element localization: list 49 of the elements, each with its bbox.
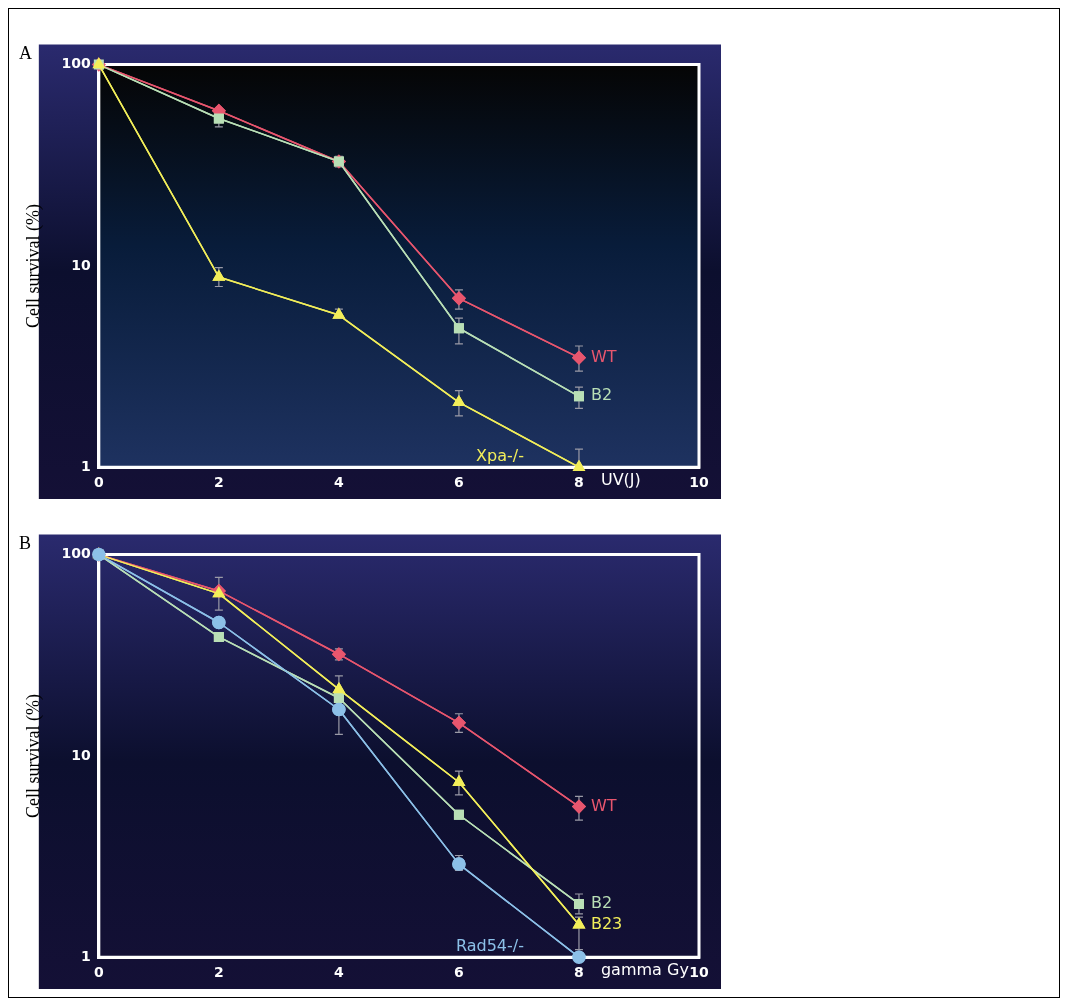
x-axis-title: gamma Gy xyxy=(600,960,689,980)
point xyxy=(572,799,586,814)
x-tick-label: 0 xyxy=(93,964,104,981)
point xyxy=(332,702,346,717)
x-tick-label: 10 xyxy=(689,964,709,981)
x-tick-label: 4 xyxy=(334,964,345,981)
y-tick-label: 1 xyxy=(81,947,91,964)
series-label: Rad54-/- xyxy=(455,936,524,956)
point xyxy=(213,631,224,642)
point xyxy=(452,291,466,306)
series-label: B2 xyxy=(590,893,613,913)
y-axis-title: Cell survival (%) xyxy=(22,693,44,818)
x-tick-label: 6 xyxy=(454,474,464,491)
x-tick-label: 10 xyxy=(689,474,709,491)
y-axis-title: Cell survival (%) xyxy=(22,203,44,328)
x-axis-title: UV(J) xyxy=(600,470,641,490)
point xyxy=(452,775,465,786)
point xyxy=(453,323,464,334)
point xyxy=(452,395,465,407)
series-label: Xpa-/- xyxy=(476,446,524,466)
x-tick-label: 4 xyxy=(334,474,345,491)
series-label: B2 xyxy=(590,385,613,405)
point xyxy=(332,682,345,694)
point xyxy=(453,809,464,820)
y-tick-label: 10 xyxy=(71,746,92,763)
point xyxy=(213,113,224,124)
series-label: WT xyxy=(590,795,617,815)
series-label: WT xyxy=(590,346,617,366)
x-tick-label: 6 xyxy=(454,964,464,981)
y-tick-label: 10 xyxy=(71,256,92,273)
chart-title: A xyxy=(19,42,32,63)
x-tick-label: 8 xyxy=(574,964,584,981)
x-tick-label: 0 xyxy=(93,474,104,491)
y-tick-label: 100 xyxy=(61,55,92,72)
x-tick-label: 8 xyxy=(574,474,584,491)
point xyxy=(573,898,584,909)
point xyxy=(572,950,586,964)
point xyxy=(572,350,586,365)
x-tick-label: 2 xyxy=(213,964,224,981)
point xyxy=(333,692,344,703)
chart-title: B xyxy=(19,532,32,553)
point xyxy=(573,917,585,929)
series-label: B23 xyxy=(590,913,623,933)
y-tick-label: 100 xyxy=(61,545,92,562)
y-tick-label: 1 xyxy=(81,457,91,474)
point xyxy=(212,270,225,281)
point xyxy=(212,615,226,630)
point xyxy=(573,391,584,402)
x-tick-label: 2 xyxy=(213,474,224,491)
